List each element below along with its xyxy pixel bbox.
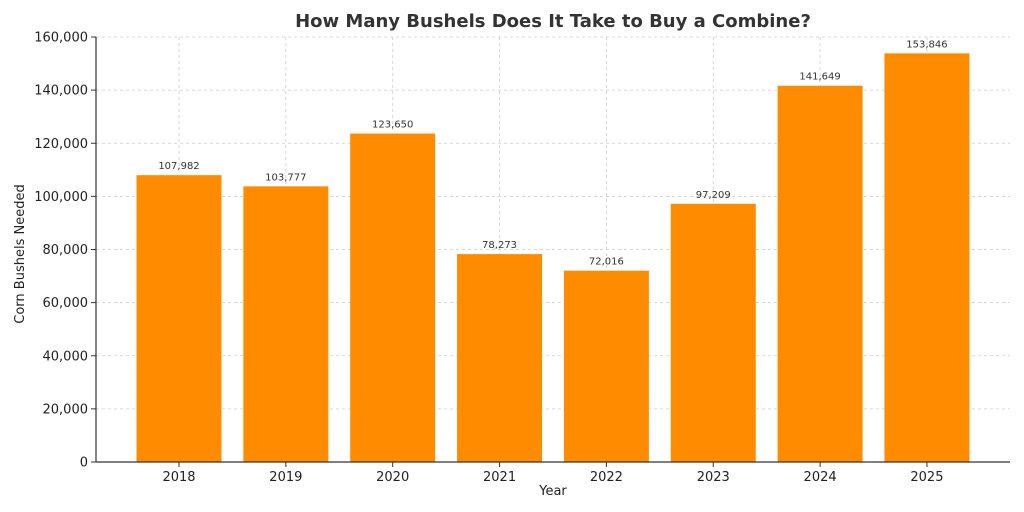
y-tick-label: 60,000 (43, 296, 89, 311)
x-tick-label-2023: 2023 (697, 470, 730, 485)
y-tick-label: 160,000 (34, 31, 88, 46)
data-label-2024: 141,649 (799, 72, 840, 83)
y-tick-label: 80,000 (43, 243, 89, 258)
chart-title: How Many Bushels Does It Take to Buy a C… (295, 11, 811, 32)
bars-group (136, 53, 970, 463)
bar-2025 (884, 53, 970, 463)
data-label-2020: 123,650 (372, 120, 413, 131)
x-axis-ticks: 2018 2019 2020 2021 2022 2023 2024 2025 (162, 462, 943, 485)
data-label-2018: 107,982 (158, 161, 199, 172)
data-label-2025: 153,846 (906, 39, 947, 50)
x-axis-label: Year (538, 484, 567, 499)
data-label-2023: 97,209 (696, 190, 731, 201)
bar-2018 (136, 175, 222, 463)
x-tick-label-2018: 2018 (162, 470, 195, 485)
bar-2021 (457, 254, 543, 462)
y-tick-label: 140,000 (34, 84, 88, 99)
x-tick-label-2022: 2022 (590, 470, 623, 485)
x-tick-label-2025: 2025 (910, 470, 943, 485)
bar-2020 (350, 133, 436, 462)
data-label-2021: 78,273 (482, 240, 517, 251)
y-tick-label: 20,000 (43, 402, 89, 417)
x-tick-label-2021: 2021 (483, 470, 516, 485)
bar-2024 (777, 85, 863, 462)
bar-2022 (563, 270, 649, 462)
x-tick-label-2020: 2020 (376, 470, 409, 485)
bar-2023 (670, 203, 756, 463)
y-axis-label: Corn Bushels Needed (13, 184, 28, 323)
bar-2019 (243, 186, 329, 462)
data-label-2022: 72,016 (589, 257, 624, 268)
x-tick-label-2019: 2019 (269, 470, 302, 485)
data-labels-group: 107,982 103,777 123,650 78,273 72,016 97,209 1… (158, 39, 947, 267)
y-tick-label: 0 (80, 456, 88, 471)
y-tick-label: 40,000 (43, 349, 89, 364)
x-tick-label-2024: 2024 (804, 470, 837, 485)
grid-lines (96, 36, 1010, 463)
y-tick-label: 120,000 (34, 137, 88, 152)
data-label-2019: 103,777 (265, 172, 306, 183)
y-axis-ticks: 0 20,000 40,000 60,000 80,000 100,000 120,000 1… (34, 31, 96, 471)
y-tick-label: 100,000 (34, 190, 88, 205)
